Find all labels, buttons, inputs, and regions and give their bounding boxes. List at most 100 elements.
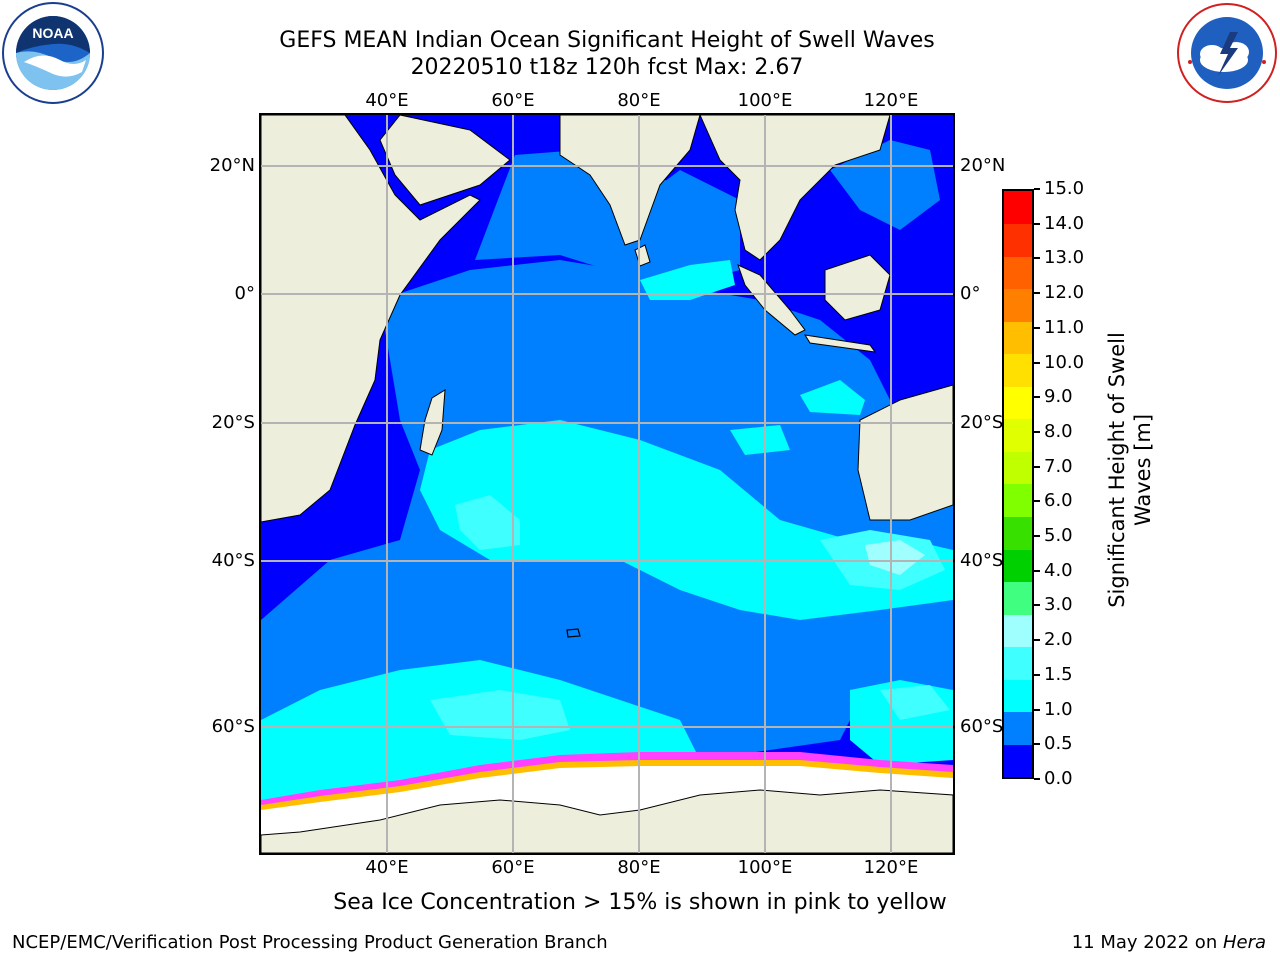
lat-label-left: 20°N [209,155,255,176]
lat-label-left: 20°S [211,412,255,433]
colorbar-tick-label: 1.0 [1044,698,1073,720]
colorbar-tick-label: 8.0 [1044,420,1073,442]
colorbar-label-line1: Significant Height of Swell [1105,332,1129,608]
map-frame [259,113,955,855]
colorbar-tick-mark [1034,673,1040,676]
chart-title: GEFS MEAN Indian Ocean Significant Heigh… [279,28,935,53]
lon-label-bottom: 80°E [617,857,661,878]
lon-label-top: 60°E [491,90,535,111]
colorbar-tick-mark [1034,257,1040,260]
colorbar-tick-mark [1034,430,1040,433]
colorbar-bin [1004,288,1032,322]
africa-land [260,114,481,523]
lat-label-right: 40°S [960,550,1004,571]
colorbar-bin [1004,191,1032,225]
colorbar-bin [1004,614,1032,648]
colorbar-bin [1004,386,1032,420]
chart-subtitle: 20220510 t18z 120h fcst Max: 2.67 [410,55,804,80]
footer-host: Hera [1222,932,1266,953]
colorbar-tick-label: 2.0 [1044,629,1073,651]
colorbar-ticks: 15.0 14.0 13.0 12.0 11.0 10.0 9.0 8.0 7.0 6.0 5.0 4… [1034,178,1094,789]
colorbar-tick-label: 12.0 [1044,282,1085,304]
colorbar-tick-label: 6.0 [1044,490,1073,512]
lon-label-top: 80°E [617,90,661,111]
colorbar-bin [1004,451,1032,485]
colorbar-tick-label: 14.0 [1044,212,1085,234]
sea-ice-note: Sea Ice Concentration > 15% is shown in … [333,890,947,915]
colorbar-bin [1004,549,1032,583]
colorbar-bin [1004,256,1032,290]
colorbar-tick-mark [1034,778,1040,780]
colorbar-tick-label: 10.0 [1044,351,1085,373]
colorbar-tick-label: 13.0 [1044,247,1085,269]
colorbar-tick-label: 4.0 [1044,559,1073,581]
lat-label-right: 20°N [960,155,1006,176]
lat-label-left: 0° [234,283,255,304]
colorbar-bin [1004,223,1032,257]
colorbar-tick-mark [1034,396,1040,399]
kerguelen-island [566,628,581,638]
colorbar-bin [1004,418,1032,452]
colorbar-tick-mark [1034,188,1040,190]
colorbar-tick-mark [1034,326,1040,329]
southeast-asia-land [699,114,891,261]
colorbar-tick-label: 3.0 [1044,594,1073,616]
colorbar-tick-mark [1034,604,1040,607]
borneo-land [824,254,891,321]
map-gridlines [261,115,953,853]
colorbar-tick-mark [1034,500,1040,503]
colorbar-bin [1004,646,1032,680]
colorbar-tick-label: 7.0 [1044,455,1073,477]
footer-date: 11 May 2022 on Hera [1072,932,1266,953]
swell-band-2-3 [865,540,925,575]
colorbar-tick-mark [1034,361,1040,364]
lon-label-bottom: 60°E [491,857,535,878]
noaa-logo-text: NOAA [32,25,73,41]
colorbar-tick-label: 11.0 [1044,316,1085,338]
colorbar-tick-mark [1034,708,1040,711]
colorbar-tick-mark [1034,292,1040,295]
lon-label-bottom: 100°E [737,857,793,878]
colorbar-tick-mark [1034,569,1040,572]
colorbar-tick-label: 9.0 [1044,386,1073,408]
colorbar-bin [1004,353,1032,387]
lon-label-bottom: 40°E [365,857,409,878]
footer-branch: NCEP/EMC/Verification Post Processing Pr… [12,932,608,953]
colorbar-tick-label: 0.5 [1044,733,1073,755]
colorbar-bin [1004,581,1032,615]
lat-label-right: 0° [960,283,981,304]
colorbar-tick-mark [1034,222,1040,225]
colorbar-tick-mark [1034,639,1040,642]
lon-label-top: 40°E [365,90,409,111]
colorbar-tick-mark [1034,743,1040,746]
colorbar-bin [1004,679,1032,713]
footer-date-text: 11 May 2022 on [1071,932,1223,953]
lat-label-right: 20°S [960,412,1004,433]
colorbar [1002,189,1034,779]
colorbar-bin [1004,321,1032,355]
lat-label-left: 60°S [211,716,255,737]
colorbar-tick-label: 1.5 [1044,663,1073,685]
nws-logo [1176,2,1278,104]
java-land [803,334,877,353]
lon-label-bottom: 120°E [863,857,919,878]
colorbar-bin [1004,711,1032,745]
noaa-logo: NOAA [2,2,104,104]
lon-label-top: 120°E [863,90,919,111]
colorbar-label-line2: Waves [m] [1131,413,1155,527]
arabia-land [379,114,511,206]
colorbar-bin [1004,484,1032,518]
lon-label-top: 100°E [737,90,793,111]
colorbar-tick-label: 0.0 [1044,768,1073,789]
colorbar-label: Significant Height of Swell Waves [m] [1105,290,1155,650]
lat-label-right: 60°S [960,716,1004,737]
colorbar-tick-label: 5.0 [1044,525,1073,547]
colorbar-tick-mark [1034,535,1040,538]
colorbar-tick-mark [1034,465,1040,468]
lat-label-left: 40°S [211,550,255,571]
colorbar-bin [1004,744,1032,778]
colorbar-bin [1004,516,1032,550]
colorbar-tick-label: 15.0 [1044,178,1085,199]
australia-land [857,384,954,521]
